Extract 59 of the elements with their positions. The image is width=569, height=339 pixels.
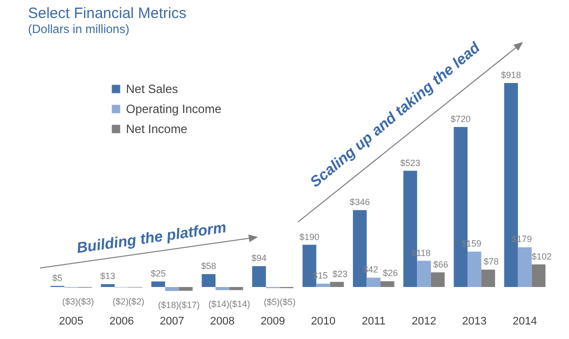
data-label: $58 bbox=[201, 261, 216, 272]
bar bbox=[216, 287, 230, 290]
bar bbox=[330, 282, 344, 287]
bar bbox=[151, 281, 166, 287]
legend-label: Net Income bbox=[126, 122, 188, 136]
data-label: ($14) bbox=[208, 299, 230, 310]
x-tick-label: 2012 bbox=[412, 316, 436, 328]
data-label: $94 bbox=[252, 253, 267, 264]
data-label: $26 bbox=[382, 268, 398, 278]
x-tick-label: 2013 bbox=[462, 316, 487, 328]
bar bbox=[100, 284, 115, 287]
data-label: ($3) bbox=[78, 296, 94, 307]
x-tick-label: 2011 bbox=[362, 316, 386, 328]
bar bbox=[481, 270, 496, 287]
bar bbox=[532, 264, 546, 287]
bar bbox=[316, 284, 330, 287]
legend-label: Net Sales bbox=[126, 82, 178, 96]
chart-subtitle: (Dollars in millions) bbox=[28, 22, 130, 36]
data-label: ($14) bbox=[229, 299, 250, 310]
chart-title: Select Financial Metrics bbox=[28, 5, 186, 22]
bar bbox=[417, 260, 431, 287]
bar bbox=[252, 266, 266, 287]
x-tick-label: 2006 bbox=[109, 316, 134, 328]
data-label: $66 bbox=[433, 259, 448, 270]
x-tick-label: 2007 bbox=[160, 316, 184, 328]
data-label: ($2) bbox=[112, 296, 129, 306]
data-label: $25 bbox=[150, 268, 166, 278]
bar bbox=[468, 252, 482, 287]
data-label: $346 bbox=[350, 197, 370, 208]
annotation: Building the platform bbox=[76, 219, 228, 257]
bar bbox=[430, 272, 445, 287]
data-label: ($17) bbox=[178, 300, 200, 310]
data-label: ($18) bbox=[158, 300, 179, 310]
data-label: $190 bbox=[299, 232, 320, 242]
data-label: $78 bbox=[484, 256, 499, 267]
data-label: $720 bbox=[450, 114, 471, 124]
data-label: $918 bbox=[501, 70, 522, 80]
data-label: ($5) bbox=[264, 297, 280, 308]
bar bbox=[178, 287, 193, 291]
data-label: $5 bbox=[52, 272, 62, 283]
bar bbox=[366, 278, 380, 287]
bar bbox=[380, 281, 394, 287]
bar bbox=[229, 287, 244, 290]
data-label: $13 bbox=[100, 271, 116, 282]
x-tick-label: 2005 bbox=[58, 316, 84, 328]
legend-label: Operating Income bbox=[126, 102, 222, 116]
data-label: ($2) bbox=[128, 296, 144, 306]
data-label: $102 bbox=[532, 251, 552, 262]
data-label: $523 bbox=[400, 158, 420, 168]
data-label: $23 bbox=[332, 268, 348, 279]
data-label: ($3) bbox=[62, 296, 78, 307]
x-tick-label: 2010 bbox=[310, 316, 336, 328]
x-tick-label: 2009 bbox=[260, 316, 286, 328]
x-tick-label: 2008 bbox=[210, 316, 235, 328]
bar bbox=[202, 274, 216, 287]
data-label: ($5) bbox=[280, 297, 296, 308]
bar bbox=[518, 247, 532, 287]
bar bbox=[165, 287, 179, 291]
x-tick-label: 2014 bbox=[512, 316, 538, 328]
